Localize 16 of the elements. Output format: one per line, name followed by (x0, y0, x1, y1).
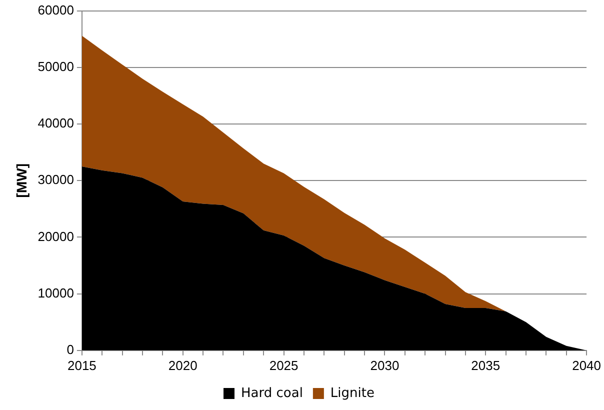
y-tick-label: 30000 (38, 172, 74, 188)
y-tick-label: 20000 (38, 228, 74, 244)
legend-label: Lignite (330, 386, 374, 401)
y-axis-title: [MW] (13, 164, 30, 198)
x-tick-label: 2025 (269, 358, 298, 373)
y-tick-label: 60000 (38, 2, 74, 18)
y-tick-label: 40000 (38, 116, 74, 131)
y-tick-label: 50000 (38, 58, 74, 74)
x-tick-label: 2035 (471, 358, 500, 373)
legend-label: Hard coal (241, 386, 303, 401)
x-tick-label: 2040 (572, 358, 601, 373)
x-tick-label: 2030 (370, 358, 400, 373)
y-tick-label: 0 (66, 342, 74, 357)
x-tick-label: 2020 (168, 358, 198, 373)
y-tick-label: 10000 (38, 285, 74, 300)
x-tick-label: 2015 (67, 358, 96, 373)
